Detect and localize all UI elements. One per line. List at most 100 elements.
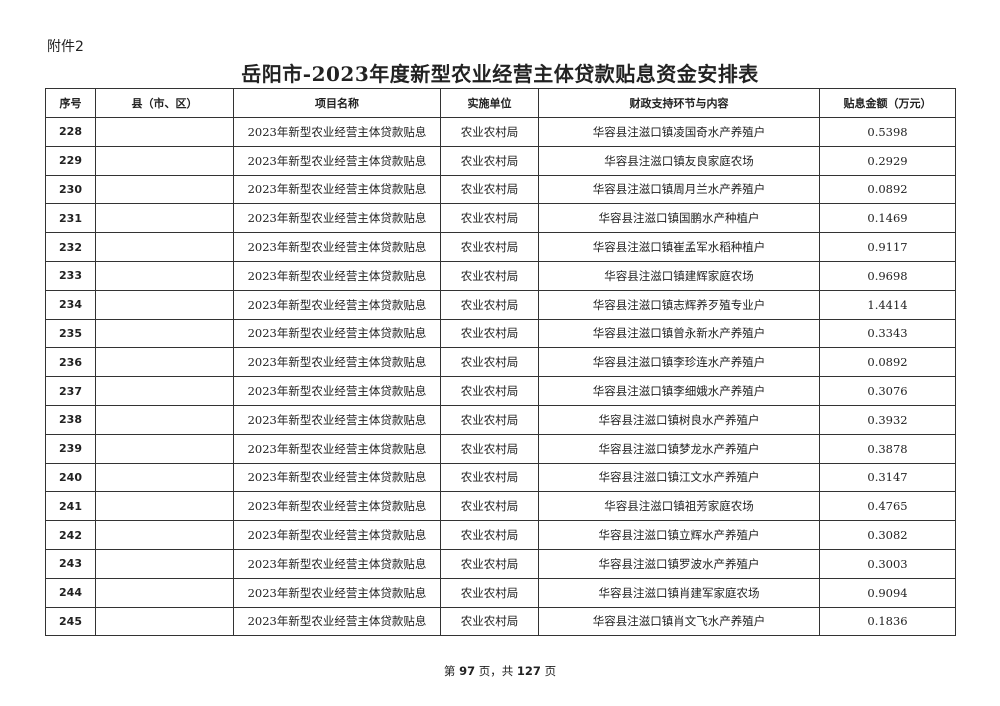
cell-no: 241 — [45, 491, 96, 522]
cell-content: 华容县注滋口镇友良家庭农场 — [538, 145, 820, 176]
cell-amount: 0.3932 — [819, 404, 956, 435]
page-footer: 第 97 页，共 127 页 — [0, 663, 1000, 679]
cell-project: 2023年新型农业经营主体贷款贴息 — [233, 491, 441, 522]
cell-unit: 农业农村局 — [440, 462, 539, 493]
cell-unit: 农业农村局 — [440, 318, 539, 349]
table-row: 230 2023年新型农业经营主体贷款贴息 农业农村局 华容县注滋口镇周月兰水产养殖户… — [45, 174, 956, 205]
cell-no: 228 — [45, 117, 96, 147]
cell-county — [95, 289, 234, 320]
cell-content: 华容县注滋口镇李细娥水产养殖户 — [538, 376, 820, 406]
cell-amount: 0.1836 — [819, 606, 956, 637]
footer-middle: 页，共 — [478, 664, 514, 678]
header-unit: 实施单位 — [440, 88, 539, 118]
table-row: 242 2023年新型农业经营主体贷款贴息 农业农村局 华容县注滋口镇立辉水产养殖户 0… — [45, 520, 956, 550]
cell-no: 238 — [45, 404, 96, 435]
header-no: 序号 — [45, 88, 96, 118]
cell-unit: 农业农村局 — [440, 491, 539, 522]
cell-unit: 农业农村局 — [440, 606, 539, 637]
table-row: 234 2023年新型农业经营主体贷款贴息 农业农村局 华容县注滋口镇志辉养歹殖专业户… — [45, 289, 956, 320]
document-title: 岳阳市-2023年度新型农业经营主体贷款贴息资金安排表 — [241, 62, 759, 86]
cell-amount: 0.3003 — [819, 548, 956, 579]
table-row: 231 2023年新型农业经营主体贷款贴息 农业农村局 华容县注滋口镇国鹏水产种植户 0… — [45, 203, 956, 234]
cell-project: 2023年新型农业经营主体贷款贴息 — [233, 376, 441, 406]
cell-no: 230 — [45, 174, 96, 205]
table-row: 241 2023年新型农业经营主体贷款贴息 农业农村局 华容县注滋口镇祖芳家庭农场 0.… — [45, 491, 956, 522]
cell-no: 231 — [45, 203, 96, 234]
cell-unit: 农业农村局 — [440, 232, 539, 262]
table-row: 243 2023年新型农业经营主体贷款贴息 农业农村局 华容县注滋口镇罗波水产养殖户 0… — [45, 548, 956, 579]
table-row: 229 2023年新型农业经营主体贷款贴息 农业农村局 华容县注滋口镇友良家庭农场 0.… — [45, 145, 956, 176]
cell-unit: 农业农村局 — [440, 347, 539, 378]
cell-project: 2023年新型农业经营主体贷款贴息 — [233, 260, 441, 291]
table-row: 240 2023年新型农业经营主体贷款贴息 农业农村局 华容县注滋口镇江文水产养殖户 0… — [45, 462, 956, 493]
cell-amount: 0.3082 — [819, 520, 956, 550]
cell-amount: 0.3878 — [819, 433, 956, 464]
cell-content: 华容县注滋口镇志辉养歹殖专业户 — [538, 289, 820, 320]
cell-project: 2023年新型农业经营主体贷款贴息 — [233, 606, 441, 637]
footer-suffix: 页 — [544, 664, 557, 678]
cell-county — [95, 433, 234, 464]
cell-unit: 农业农村局 — [440, 577, 539, 608]
subsidy-table: 序号 县（市、区） 项目名称 实施单位 财政支持环节与内容 贴息金额（万元） 2… — [45, 88, 956, 637]
cell-no: 244 — [45, 577, 96, 608]
cell-no: 232 — [45, 232, 96, 262]
cell-project: 2023年新型农业经营主体贷款贴息 — [233, 145, 441, 176]
cell-unit: 农业农村局 — [440, 145, 539, 176]
cell-county — [95, 117, 234, 147]
table-row: 232 2023年新型农业经营主体贷款贴息 农业农村局 华容县注滋口镇崔孟军水稻种植户… — [45, 232, 956, 262]
attachment-label: 附件2 — [47, 39, 84, 55]
cell-project: 2023年新型农业经营主体贷款贴息 — [233, 462, 441, 493]
cell-no: 236 — [45, 347, 96, 378]
cell-unit: 农业农村局 — [440, 260, 539, 291]
table-row: 238 2023年新型农业经营主体贷款贴息 农业农村局 华容县注滋口镇树良水产养殖户 0… — [45, 404, 956, 435]
table-row: 245 2023年新型农业经营主体贷款贴息 农业农村局 华容县注滋口镇肖文飞水产养殖户… — [45, 606, 956, 637]
header-county: 县（市、区） — [95, 88, 234, 118]
cell-county — [95, 376, 234, 406]
page-number: 97 — [459, 664, 476, 678]
cell-project: 2023年新型农业经营主体贷款贴息 — [233, 174, 441, 205]
footer-prefix: 第 — [443, 664, 456, 678]
cell-county — [95, 174, 234, 205]
cell-project: 2023年新型农业经营主体贷款贴息 — [233, 203, 441, 234]
cell-county — [95, 462, 234, 493]
cell-no: 242 — [45, 520, 96, 550]
cell-unit: 农业农村局 — [440, 174, 539, 205]
cell-content: 华容县注滋口镇建辉家庭农场 — [538, 260, 820, 291]
cell-project: 2023年新型农业经营主体贷款贴息 — [233, 232, 441, 262]
table-row: 233 2023年新型农业经营主体贷款贴息 农业农村局 华容县注滋口镇建辉家庭农场 0.… — [45, 260, 956, 291]
cell-content: 华容县注滋口镇立辉水产养殖户 — [538, 520, 820, 550]
cell-project: 2023年新型农业经营主体贷款贴息 — [233, 548, 441, 579]
cell-project: 2023年新型农业经营主体贷款贴息 — [233, 347, 441, 378]
cell-no: 237 — [45, 376, 96, 406]
cell-content: 华容县注滋口镇国鹏水产种植户 — [538, 203, 820, 234]
cell-amount: 0.9117 — [819, 232, 956, 262]
cell-unit: 农业农村局 — [440, 404, 539, 435]
cell-unit: 农业农村局 — [440, 376, 539, 406]
cell-content: 华容县注滋口镇凌国奇水产养殖户 — [538, 117, 820, 147]
cell-content: 华容县注滋口镇李珍连水产养殖户 — [538, 347, 820, 378]
cell-county — [95, 318, 234, 349]
cell-county — [95, 260, 234, 291]
cell-no: 240 — [45, 462, 96, 493]
cell-amount: 0.3343 — [819, 318, 956, 349]
cell-unit: 农业农村局 — [440, 433, 539, 464]
cell-county — [95, 606, 234, 637]
cell-county — [95, 145, 234, 176]
cell-county — [95, 347, 234, 378]
cell-project: 2023年新型农业经营主体贷款贴息 — [233, 117, 441, 147]
cell-content: 华容县注滋口镇树良水产养殖户 — [538, 404, 820, 435]
cell-project: 2023年新型农业经营主体贷款贴息 — [233, 520, 441, 550]
header-content: 财政支持环节与内容 — [538, 88, 820, 118]
cell-amount: 0.0892 — [819, 347, 956, 378]
cell-unit: 农业农村局 — [440, 520, 539, 550]
cell-content: 华容县注滋口镇罗波水产养殖户 — [538, 548, 820, 579]
cell-amount: 0.9698 — [819, 260, 956, 291]
table-row: 235 2023年新型农业经营主体贷款贴息 农业农村局 华容县注滋口镇曾永新水产养殖户… — [45, 318, 956, 349]
cell-project: 2023年新型农业经营主体贷款贴息 — [233, 289, 441, 320]
cell-no: 235 — [45, 318, 96, 349]
cell-amount: 0.9094 — [819, 577, 956, 608]
cell-content: 华容县注滋口镇梦龙水产养殖户 — [538, 433, 820, 464]
table-header-row: 序号 县（市、区） 项目名称 实施单位 财政支持环节与内容 贴息金额（万元） — [45, 88, 956, 118]
cell-project: 2023年新型农业经营主体贷款贴息 — [233, 577, 441, 608]
cell-project: 2023年新型农业经营主体贷款贴息 — [233, 433, 441, 464]
